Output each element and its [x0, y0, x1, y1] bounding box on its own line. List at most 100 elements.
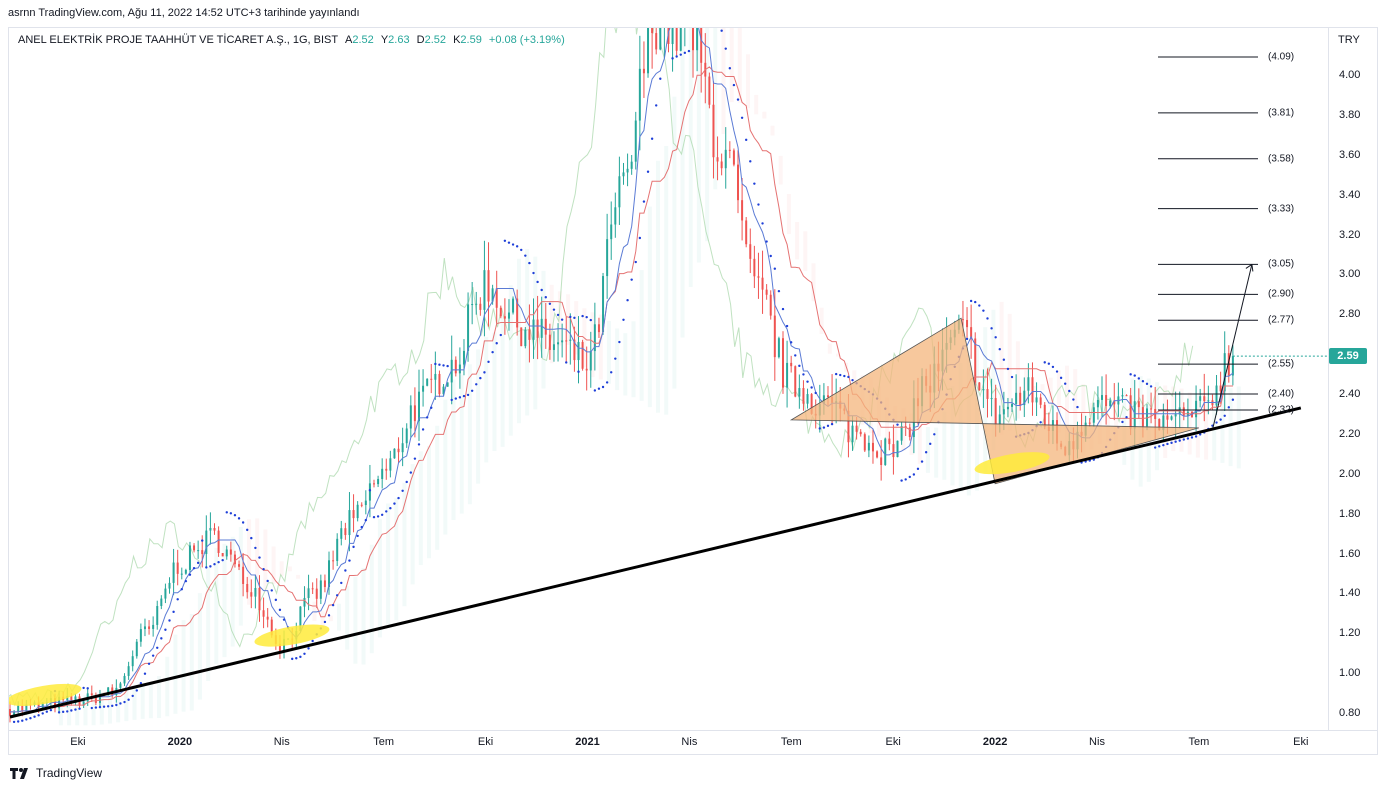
- candle-body: [385, 468, 388, 471]
- candle-body: [475, 303, 478, 305]
- price-tick: 3.20: [1339, 228, 1361, 241]
- cloud-segment: [549, 284, 554, 364]
- candle-body: [1109, 400, 1112, 407]
- candle-body: [589, 351, 592, 371]
- sar-dot: [172, 610, 175, 614]
- cloud-segment: [1024, 370, 1029, 403]
- sar-dot: [655, 104, 658, 107]
- candle-body: [544, 318, 547, 335]
- sar-dot: [135, 689, 138, 692]
- symbol-legend[interactable]: ANEL ELEKTRİK PROJE TAAHHÜT VE TİCARET A…: [18, 34, 565, 46]
- time-tick: 2020: [167, 736, 193, 748]
- sar-dot: [470, 389, 474, 392]
- sar-dot: [483, 371, 486, 374]
- candle-body: [1006, 406, 1009, 410]
- cloud-segment: [1007, 313, 1012, 431]
- time-tick: Nis: [273, 736, 290, 748]
- sar-dot: [295, 657, 298, 660]
- fib-level-label: (2.40): [1268, 388, 1295, 400]
- candle-body: [430, 378, 433, 380]
- candle-body: [180, 573, 183, 575]
- sar-dot: [1223, 414, 1226, 417]
- cloud-segment: [353, 576, 358, 664]
- sar-dot: [86, 687, 89, 690]
- sar-dot: [585, 315, 588, 319]
- sar-dot: [806, 380, 809, 383]
- price-tick: 1.80: [1339, 507, 1361, 520]
- candle-body: [876, 451, 879, 458]
- cloud-segment: [909, 413, 914, 455]
- chart-frame[interactable]: [8, 27, 1378, 755]
- cloud-segment: [426, 445, 431, 559]
- sar-dot: [196, 561, 200, 565]
- candle-body: [123, 675, 126, 684]
- sar-dot: [679, 53, 682, 56]
- candle-body: [487, 270, 490, 302]
- cloud-segment: [696, 28, 701, 263]
- candle-body: [25, 704, 28, 711]
- sar-dot: [291, 657, 294, 661]
- cloud-segment: [705, 28, 710, 242]
- sar-dot: [777, 289, 781, 293]
- sar-dot: [499, 333, 502, 337]
- cloud-segment: [410, 464, 415, 585]
- sar-dot: [1068, 389, 1071, 393]
- time-tick: 2022: [982, 736, 1008, 748]
- candle-body: [417, 391, 420, 422]
- candle-body: [966, 319, 969, 328]
- cloud-segment: [140, 683, 145, 719]
- cloud-segment: [484, 336, 489, 463]
- cloud-segment: [966, 354, 971, 496]
- sar-dot: [335, 594, 339, 597]
- sar-dot: [78, 707, 81, 710]
- tradingview-brand[interactable]: TradingView: [10, 766, 102, 780]
- candle-body: [409, 405, 412, 429]
- candle-body: [332, 560, 335, 562]
- sar-dot: [929, 442, 932, 446]
- sar-dot: [217, 560, 220, 564]
- candle-body: [638, 68, 641, 121]
- cloud-segment: [394, 498, 399, 621]
- sar-dot: [323, 620, 327, 624]
- sar-dot: [687, 49, 691, 53]
- sar-dot: [1227, 406, 1230, 409]
- sar-dot: [843, 374, 846, 378]
- fib-level-label: (2.90): [1268, 288, 1295, 300]
- candle-body: [188, 545, 191, 570]
- sar-dot: [1006, 367, 1010, 371]
- candle-body: [1170, 416, 1173, 420]
- candle-body: [53, 698, 56, 709]
- candle-body: [1162, 415, 1165, 431]
- cloud-segment: [991, 309, 996, 451]
- candle-body: [13, 711, 16, 716]
- sar-dot: [1133, 374, 1136, 377]
- time-tick: Eki: [885, 736, 901, 748]
- candle-body: [1113, 400, 1116, 405]
- candle-body: [401, 443, 404, 453]
- sar-dot: [29, 717, 32, 720]
- cloud-segment: [132, 686, 137, 720]
- sar-dot: [466, 393, 470, 397]
- cloud-segment: [835, 353, 840, 357]
- sar-dot: [814, 391, 817, 395]
- cloud-segment: [1228, 388, 1233, 467]
- candle-body: [238, 564, 241, 567]
- candle-body: [1043, 404, 1046, 427]
- candle-body: [1129, 395, 1132, 429]
- candle-body: [315, 588, 318, 599]
- candle-body: [867, 442, 870, 451]
- price-tick: 2.80: [1339, 308, 1361, 321]
- cloud-segment: [639, 270, 644, 401]
- cloud-segment: [598, 314, 603, 380]
- arrow-head: [1245, 263, 1254, 272]
- sar-dot: [389, 507, 392, 510]
- sar-dot: [82, 686, 85, 690]
- candle-body: [757, 276, 760, 278]
- sar-dot: [982, 309, 985, 312]
- candle-body: [548, 334, 551, 350]
- price-tick: 4.00: [1339, 69, 1361, 81]
- cloud-segment: [688, 28, 693, 287]
- target-arrow: [1212, 264, 1253, 429]
- sar-dot: [1153, 446, 1157, 449]
